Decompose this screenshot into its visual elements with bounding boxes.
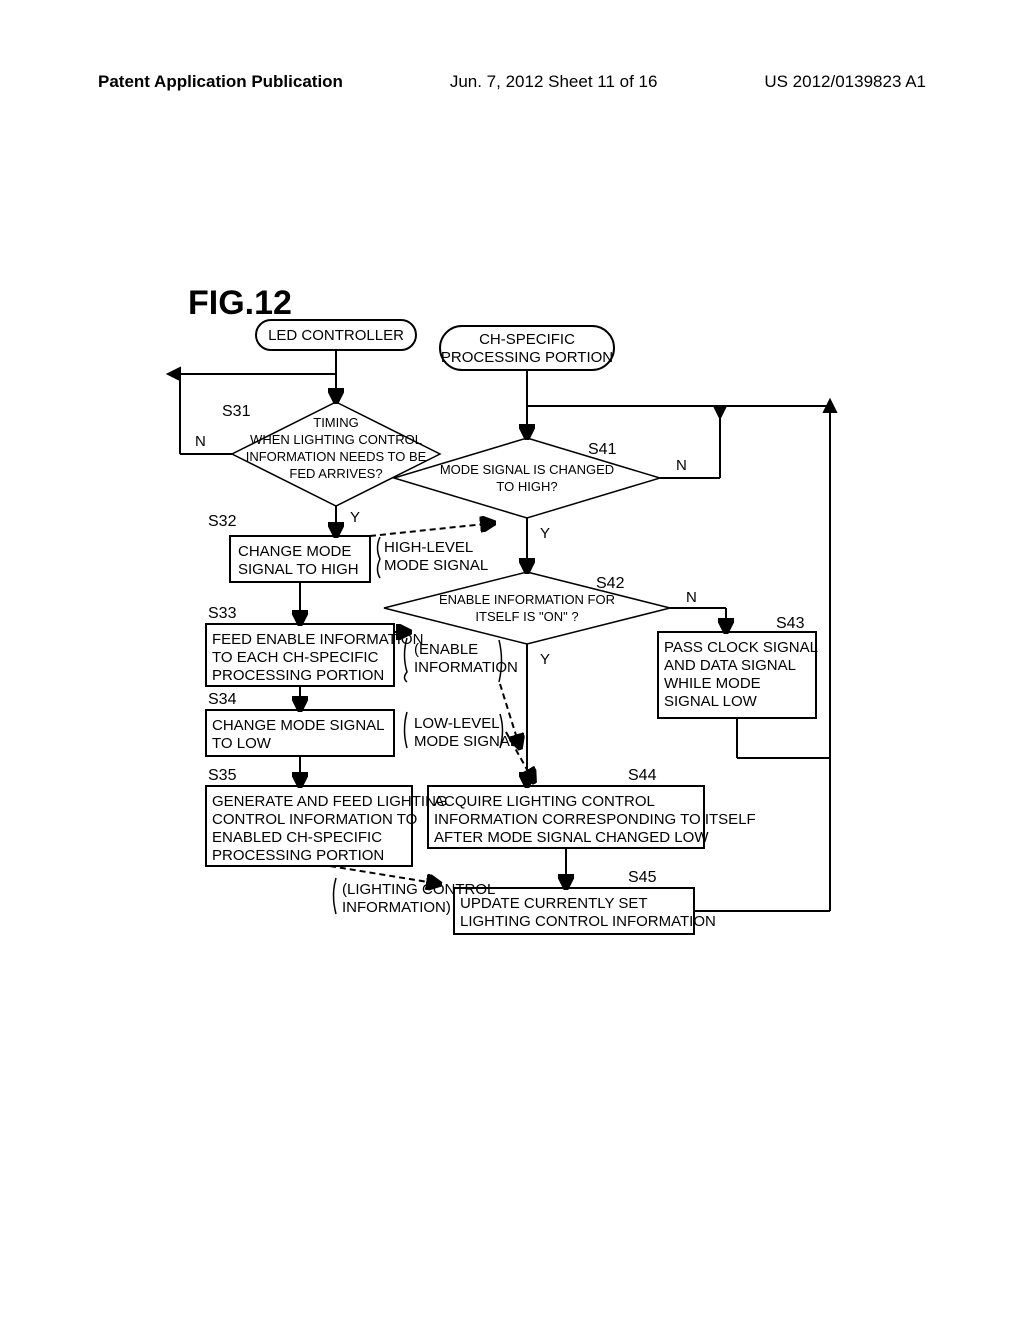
start-left: LED CONTROLLER (268, 327, 404, 344)
svg-text:CONTROL INFORMATION TO: CONTROL INFORMATION TO (212, 811, 417, 828)
svg-text:CHANGE MODE: CHANGE MODE (238, 543, 351, 560)
svg-text:N: N (195, 433, 206, 450)
svg-text:AND DATA SIGNAL: AND DATA SIGNAL (664, 657, 796, 674)
svg-text:INFORMATION: INFORMATION (414, 659, 518, 676)
s41-label: S41 (588, 441, 617, 458)
start-right-0: CH-SPECIFIC (479, 331, 575, 348)
start-right-1: PROCESSING PORTION (441, 349, 613, 366)
s44-label: S44 (628, 767, 657, 784)
svg-text:FED ARRIVES?: FED ARRIVES? (289, 466, 382, 481)
svg-text:N: N (686, 589, 697, 606)
svg-text:SIGNAL TO HIGH: SIGNAL TO HIGH (238, 561, 359, 578)
svg-text:ENABLE INFORMATION FOR: ENABLE INFORMATION FOR (439, 592, 615, 607)
svg-text:AFTER MODE SIGNAL CHANGED LOW: AFTER MODE SIGNAL CHANGED LOW (434, 829, 709, 846)
svg-text:MODE SIGNAL IS CHANGED: MODE SIGNAL IS CHANGED (440, 462, 614, 477)
s34-label: S34 (208, 691, 237, 708)
svg-text:MODE SIGNAL: MODE SIGNAL (384, 557, 488, 574)
svg-text:LIGHTING CONTROL INFORMATION: LIGHTING CONTROL INFORMATION (460, 913, 716, 930)
svg-text:PASS CLOCK SIGNAL: PASS CLOCK SIGNAL (664, 639, 818, 656)
svg-text:INFORMATION): INFORMATION) (342, 899, 451, 916)
s31-label: S31 (222, 403, 251, 420)
svg-text:GENERATE AND FEED LIGHTING: GENERATE AND FEED LIGHTING (212, 793, 448, 810)
header-center: Jun. 7, 2012 Sheet 11 of 16 (450, 72, 658, 92)
svg-text:INFORMATION CORRESPONDING TO I: INFORMATION CORRESPONDING TO ITSELF (434, 811, 756, 828)
svg-text:UPDATE CURRENTLY SET: UPDATE CURRENTLY SET (460, 895, 648, 912)
svg-text:TIMING: TIMING (313, 415, 359, 430)
svg-text:PROCESSING PORTION: PROCESSING PORTION (212, 847, 384, 864)
svg-text:TO LOW: TO LOW (212, 735, 272, 752)
svg-text:CHANGE MODE SIGNAL: CHANGE MODE SIGNAL (212, 717, 385, 734)
svg-text:ENABLED CH-SPECIFIC: ENABLED CH-SPECIFIC (212, 829, 382, 846)
svg-text:Y: Y (540, 651, 550, 668)
header-right: US 2012/0139823 A1 (764, 72, 926, 92)
s45-label: S45 (628, 869, 657, 886)
header-left: Patent Application Publication (98, 72, 343, 92)
s35-label: S35 (208, 767, 237, 784)
svg-text:SIGNAL LOW: SIGNAL LOW (664, 693, 758, 710)
svg-text:ACQUIRE LIGHTING CONTROL: ACQUIRE LIGHTING CONTROL (434, 793, 655, 810)
svg-text:WHEN LIGHTING CONTROL: WHEN LIGHTING CONTROL (250, 432, 422, 447)
svg-text:TO HIGH?: TO HIGH? (496, 479, 557, 494)
svg-text:HIGH-LEVEL: HIGH-LEVEL (384, 539, 473, 556)
svg-text:LOW-LEVEL: LOW-LEVEL (414, 715, 500, 732)
svg-text:Y: Y (540, 525, 550, 542)
svg-text:PROCESSING PORTION: PROCESSING PORTION (212, 667, 384, 684)
svg-text:WHILE MODE: WHILE MODE (664, 675, 761, 692)
svg-text:Y: Y (350, 509, 360, 526)
flowchart-diagram: LED CONTROLLER CH-SPECIFIC PROCESSING PO… (0, 308, 1024, 1078)
s33-label: S33 (208, 605, 237, 622)
s32-label: S32 (208, 513, 237, 530)
svg-text:(ENABLE: (ENABLE (414, 641, 478, 658)
svg-text:INFORMATION NEEDS TO BE: INFORMATION NEEDS TO BE (246, 449, 427, 464)
svg-text:ITSELF IS "ON" ?: ITSELF IS "ON" ? (475, 609, 578, 624)
s43-label: S43 (776, 615, 805, 632)
svg-text:N: N (676, 457, 687, 474)
svg-text:TO EACH CH-SPECIFIC: TO EACH CH-SPECIFIC (212, 649, 379, 666)
svg-text:FEED ENABLE INFORMATION: FEED ENABLE INFORMATION (212, 631, 423, 648)
s42-label: S42 (596, 575, 625, 592)
